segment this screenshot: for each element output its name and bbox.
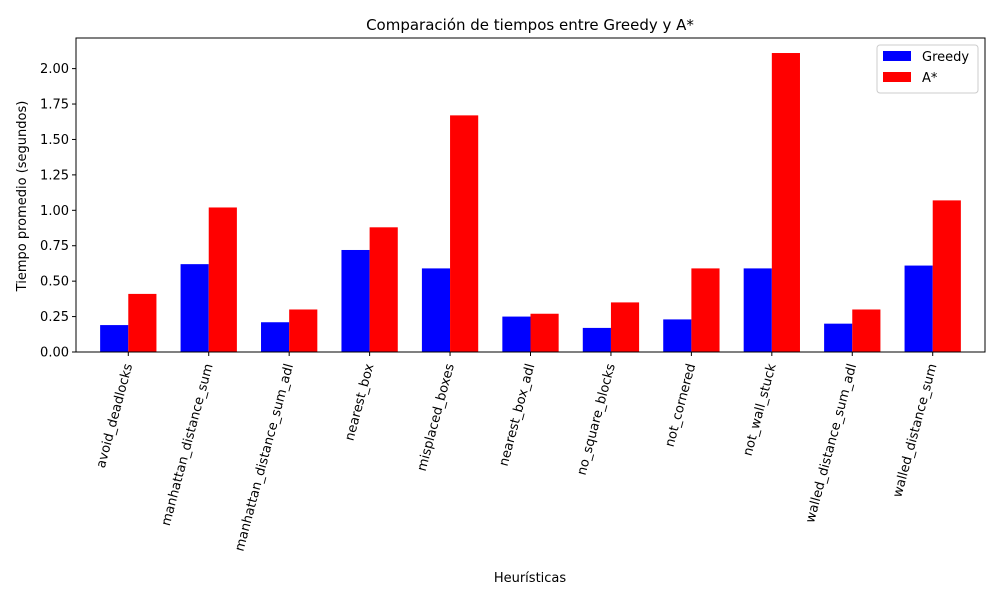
x-tick-label: no_square_blocks	[575, 362, 619, 477]
bar-astar-manhattan_distance_sum_adl	[289, 309, 318, 352]
y-tick-label: 1.25	[40, 168, 69, 183]
bar-greedy-walled_distance_sum_adl	[824, 323, 853, 352]
x-axis-label: Heurísticas	[494, 571, 567, 586]
bar-astar-misplaced_boxes	[450, 115, 479, 352]
bars-layer	[100, 53, 961, 352]
x-tick-label: walled_distance_sum	[890, 362, 940, 499]
x-tick-label: walled_distance_sum_adl	[803, 362, 860, 524]
bar-astar-manhattan_distance_sum	[208, 207, 237, 352]
y-tick-label: 0.75	[40, 239, 69, 254]
bar-astar-nearest_box	[369, 227, 398, 352]
y-tick-label: 1.75	[40, 98, 69, 113]
legend-label-greedy: Greedy	[922, 50, 969, 65]
bar-astar-not_wall_stuck	[771, 53, 800, 352]
y-tick-label: 0.00	[40, 346, 69, 361]
chart-title: Comparación de tiempos entre Greedy y A*	[366, 16, 694, 34]
bar-greedy-misplaced_boxes	[421, 268, 451, 352]
y-tick-label: 1.00	[40, 204, 69, 219]
bar-greedy-manhattan_distance_sum_adl	[261, 322, 290, 352]
y-tick-label: 0.50	[40, 275, 69, 290]
bar-greedy-walled_distance_sum	[904, 265, 933, 352]
y-ticks: 0.00 0.25 0.50 0.75 1.00 1.25 1.50 1.75 2.00	[40, 62, 76, 361]
bar-greedy-not_wall_stuck	[743, 268, 772, 352]
bar-astar-no_square_blocks	[610, 302, 640, 352]
bar-astar-walled_distance_sum	[932, 200, 961, 352]
x-tick-label: nearest_box	[343, 362, 378, 443]
x-tick-label: manhattan_distance_sum_adl	[232, 362, 297, 553]
bar-greedy-not_cornered	[663, 319, 692, 352]
bar-astar-walled_distance_sum_adl	[852, 309, 881, 352]
x-tick-label: not_wall_stuck	[741, 362, 780, 458]
legend: Greedy A*	[876, 44, 979, 94]
y-tick-label: 2.00	[40, 62, 69, 77]
legend-swatch-astar	[883, 72, 911, 82]
x-tick-label: manhattan_distance_sum	[159, 362, 217, 527]
bar-greedy-no_square_blocks	[582, 327, 611, 352]
bar-astar-avoid_deadlocks	[128, 293, 157, 352]
y-tick-label: 1.50	[40, 133, 69, 148]
bar-astar-not_cornered	[691, 268, 720, 352]
bar-greedy-nearest_box	[341, 249, 370, 352]
bar-greedy-avoid_deadlocks	[100, 325, 129, 352]
x-ticks: avoid_deadlocks manhattan_distance_sum man…	[94, 352, 941, 553]
y-axis-label: Tiempo promedio (segundos)	[15, 101, 30, 293]
legend-label-astar: A*	[922, 71, 938, 86]
x-tick-label: nearest_box_adl	[497, 362, 539, 468]
x-tick-label: avoid_deadlocks	[94, 362, 136, 470]
legend-swatch-greedy	[883, 51, 911, 61]
x-tick-label: misplaced_boxes	[415, 362, 458, 473]
y-tick-label: 0.25	[40, 310, 69, 325]
bar-greedy-nearest_box_adl	[502, 316, 531, 352]
bar-astar-nearest_box_adl	[530, 313, 559, 352]
bar-greedy-manhattan_distance_sum	[180, 264, 209, 352]
x-tick-label: not_cornered	[663, 362, 700, 449]
